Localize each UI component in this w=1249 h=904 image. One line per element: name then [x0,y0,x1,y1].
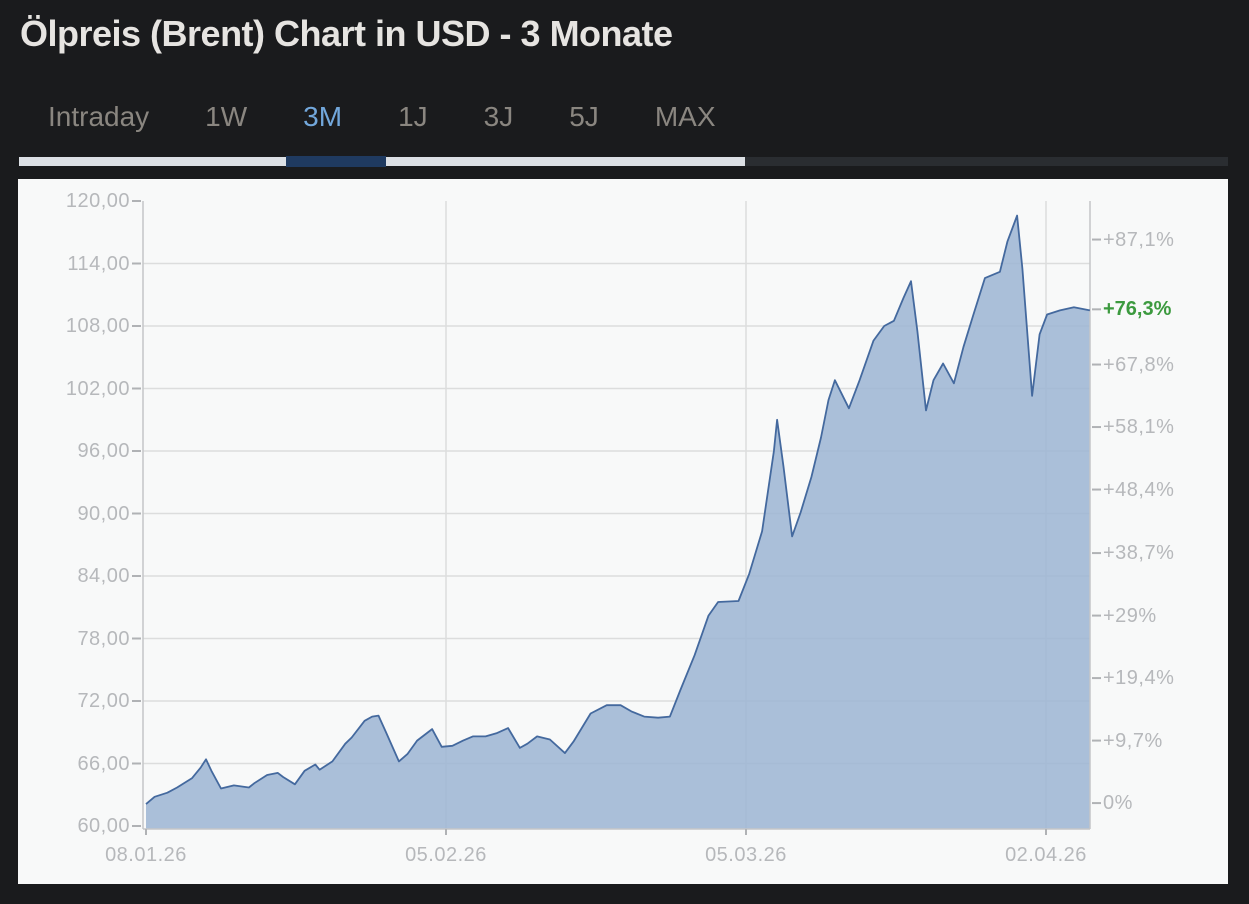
y-axis-price-label: 114,00 [67,253,130,275]
y-axis-price-label: 72,00 [77,690,130,712]
x-axis-date-label: 02.04.26 [1005,844,1087,866]
y-axis-price-label: 120,00 [65,190,130,212]
x-axis-date-label: 05.02.26 [405,844,487,866]
y-axis-percent-label: +48,4% [1103,479,1175,501]
y-axis-percent-label: +87,1% [1103,229,1175,251]
x-axis-date-label: 05.03.26 [705,844,787,866]
tab-1w[interactable]: 1W [205,101,248,132]
y-axis-price-label: 102,00 [65,378,130,400]
x-axis-date-label: 08.01.26 [105,844,187,866]
y-axis-percent-label: +67,8% [1103,354,1175,376]
y-axis-percent-label: 0% [1103,792,1133,814]
y-axis-price-label: 90,00 [77,503,130,525]
tab-3j[interactable]: 3J [483,101,514,132]
range-tabs: Intraday 1W 3M 1J 3J 5J MAX [48,98,716,136]
tab-3m[interactable]: 3M [303,101,343,132]
y-axis-price-label: 96,00 [77,440,130,462]
tab-intraday[interactable]: Intraday [48,101,150,132]
y-axis-price-label: 84,00 [77,565,130,587]
y-axis-price-label: 60,00 [77,815,130,837]
y-axis-percent-label: +19,4% [1103,667,1175,689]
range-scrollbar[interactable] [19,156,1228,167]
page-title: Ölpreis (Brent) Chart in USD - 3 Monate [20,13,673,54]
current-value-label: +76,3% [1103,298,1172,320]
range-scrollbar-thumb[interactable] [286,156,386,167]
tab-5j[interactable]: 5J [569,101,599,132]
y-axis-price-label: 108,00 [65,315,130,337]
y-axis-price-label: 78,00 [77,628,130,650]
y-axis-price-label: 66,00 [77,753,130,775]
y-axis-percent-label: +58,1% [1103,416,1175,438]
chart-panel: 120,00 114,00 108,00 102,00 96,00 90,00 84,00 7… [18,179,1228,884]
y-axis-percent-label: +9,7% [1103,730,1163,752]
y-axis-percent-label: +29% [1103,605,1157,627]
tab-1j[interactable]: 1J [398,101,428,132]
y-axis-percent-label: +38,7% [1103,542,1175,564]
tab-max[interactable]: MAX [654,101,716,132]
